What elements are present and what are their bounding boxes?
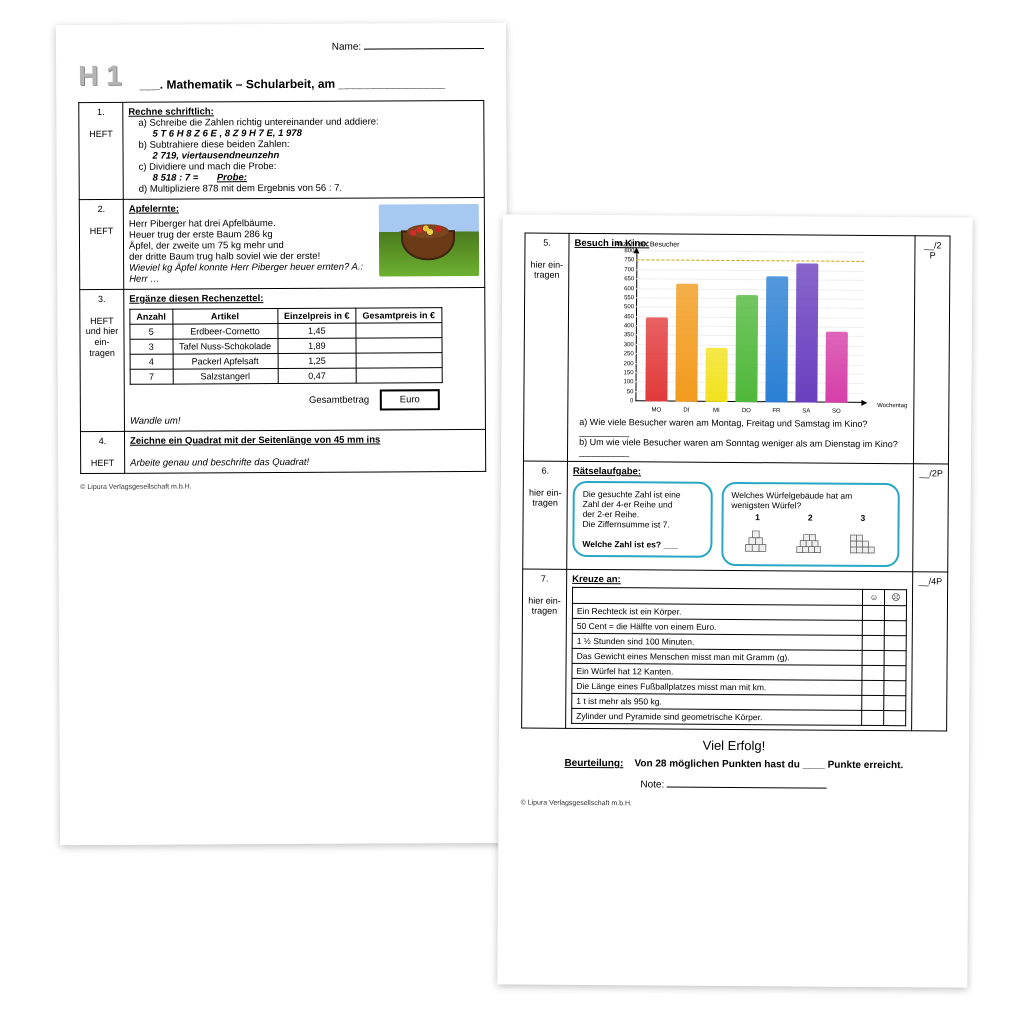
puzzle-box-2: Welches Würfelgebäude hat am wenigsten W…: [721, 482, 900, 567]
tasks-table-p1: 1. HEFT Rechne schriftlich: a) Schreibe …: [78, 100, 486, 474]
rechenzettel-table: AnzahlArtikelEinzelpreis in €Gesamtpreis…: [129, 307, 442, 385]
t1-a-text: Schreibe die Zahlen richtig untereinande…: [149, 116, 378, 128]
pb1-l2: Zahl der 4-er Reihe und: [583, 499, 673, 510]
kino-bar-chart: Anzahl der Besucher 05010015020025030035…: [613, 251, 864, 413]
task3-body: Ergänze diesen Rechenzettel: AnzahlArtik…: [124, 287, 486, 431]
t5-qa-label: a): [579, 417, 587, 427]
pb1-l4: Die Ziffernsumme ist 7.: [582, 519, 669, 530]
task7-heading: Kreuze an:: [572, 574, 621, 585]
t1-c-probe: Probe:: [217, 172, 247, 183]
copyright-p1: © Lipura Verlagsgesellschaft m.b.H.: [80, 482, 486, 491]
task7-loc: hier ein-tragen: [528, 595, 561, 617]
task3-loc: HEFT und hier ein-tragen: [85, 315, 118, 358]
task1-loc: HEFT: [84, 128, 117, 139]
t5-qb: Um wie viele Besucher waren am Sonntag w…: [579, 437, 898, 457]
kreuze-table: ☺☹Ein Rechteck ist ein Körper.50 Cent = …: [571, 587, 907, 726]
t1-b-label: b): [138, 140, 147, 151]
task7-num: 7.: [528, 574, 561, 585]
t1-d-text: Multipliziere 878 mit dem Ergebnis von 5…: [150, 183, 342, 195]
t1-a-label: a): [138, 118, 147, 129]
t1-d-label: d): [139, 184, 148, 195]
worksheet-title: ___. Mathematik – Schularbeit, am ______…: [140, 76, 446, 92]
task5-body: Besuch im Kino: Anzahl der Besucher 0501…: [567, 233, 915, 463]
cube-building-3-icon: [846, 525, 880, 559]
pb1-l3: der 2-er Reihe.: [583, 509, 640, 519]
task3-heading: Ergänze diesen Rechenzettel:: [129, 293, 263, 305]
task7-body: Kreuze an: ☺☹Ein Rechteck ist ein Körper…: [566, 569, 914, 730]
task4-loc: HEFT: [86, 457, 119, 468]
apple-basket-image: [379, 204, 479, 277]
note-label: Note:: [640, 779, 664, 790]
task6-body: Rätselaufgabe: Die gesuchte Zahl ist ein…: [567, 461, 914, 571]
beurteilung-label: Beurteilung:: [564, 758, 623, 769]
task4-body: Zeichne ein Quadrat mit der Seitenlänge …: [124, 429, 485, 473]
t5-qb-label: b): [579, 437, 587, 447]
t1-c-values: 8 518 : 7 =: [153, 172, 199, 183]
task1-num: 1.: [84, 107, 117, 118]
task1-body: Rechne schriftlich: a) Schreibe die Zahl…: [123, 100, 485, 199]
task4-num: 4.: [86, 436, 119, 447]
t5-qa: Wie viele Besucher waren am Montag, Frei…: [579, 417, 867, 437]
goodluck: Viel Erfolg!: [521, 737, 947, 755]
euro-box: Euro: [380, 389, 440, 410]
task3-num: 3.: [85, 294, 118, 305]
name-label: Name:: [332, 42, 362, 53]
task2-num: 2.: [85, 204, 118, 215]
task2-heading: Apfelernte:: [129, 204, 179, 215]
pb2-q: Welches Würfelgebäude hat am wenigsten W…: [731, 490, 852, 510]
t2-q: Wieviel kg Äpfel konnte Herr Piberger he…: [129, 262, 363, 285]
cube-building-1-icon: [740, 524, 774, 558]
task2-loc: HEFT: [85, 225, 118, 236]
task4-heading: Zeichne ein Quadrat mit der Seitenlänge …: [130, 434, 380, 446]
total-label: Gesamtbetrag: [309, 395, 369, 406]
beurteilung-text: Von 28 möglichen Punkten hast du ____ Pu…: [634, 758, 903, 771]
worksheet-page-2: 5. hier ein-tragen Besuch im Kino: Anzah…: [497, 214, 972, 987]
tasks-table-p2: 5. hier ein-tragen Besuch im Kino: Anzah…: [521, 233, 950, 732]
task6-heading: Rätselaufgabe:: [573, 466, 641, 477]
task7-points: __/4P: [912, 572, 948, 731]
task6-loc: hier ein-tragen: [529, 487, 562, 509]
name-field: Name:: [78, 41, 484, 54]
task5-loc: hier ein-tragen: [530, 259, 563, 281]
task2-body: Apfelernte: Herr Piberger hat drei Apfel…: [123, 197, 484, 289]
task5-points: __/2 P: [914, 236, 950, 464]
wandle-label: Wandle um!: [130, 414, 480, 427]
pb1-q: Welche Zahl ist es? ___: [582, 539, 677, 550]
t1-c-label: c): [139, 162, 147, 173]
cube-building-2-icon: [793, 524, 827, 558]
pb1-l1: Die gesuchte Zahl ist eine: [583, 489, 681, 500]
task4-sub: Arbeite genau und beschrifte das Quadrat…: [130, 457, 309, 469]
task6-points: __/2P: [913, 464, 948, 572]
task5-num: 5.: [530, 238, 563, 249]
worksheet-page-1: Name: H 1 ___. Mathematik – Schularbeit,…: [56, 23, 510, 845]
task6-num: 6.: [529, 466, 562, 477]
t1-a-values: 5 T 6 H 8 Z 6 E , 8 Z 9 H 7 E, 1 978: [138, 128, 301, 140]
t2-l3: Äpfel, der zweite um 75 kg mehr und: [129, 240, 284, 252]
task1-heading: Rechne schriftlich:: [128, 106, 214, 117]
t1-c-text: Dividiere und mach die Probe:: [149, 161, 276, 173]
t1-b-values: 2 719, viertausendneunzehn: [139, 150, 280, 162]
puzzle-box-1: Die gesuchte Zahl ist eine Zahl der 4-er…: [572, 481, 713, 558]
t2-l1: Herr Piberger hat drei Apfelbäume.: [129, 218, 276, 230]
t1-b-text: Subtrahiere diese beiden Zahlen:: [150, 139, 290, 151]
copyright-p2: © Lipura Verlagsgesellschaft m.b.H.: [521, 800, 947, 810]
h1-badge: H 1: [78, 60, 122, 92]
t2-l2: Heuer trug der erste Baum 286 kg: [129, 229, 273, 241]
